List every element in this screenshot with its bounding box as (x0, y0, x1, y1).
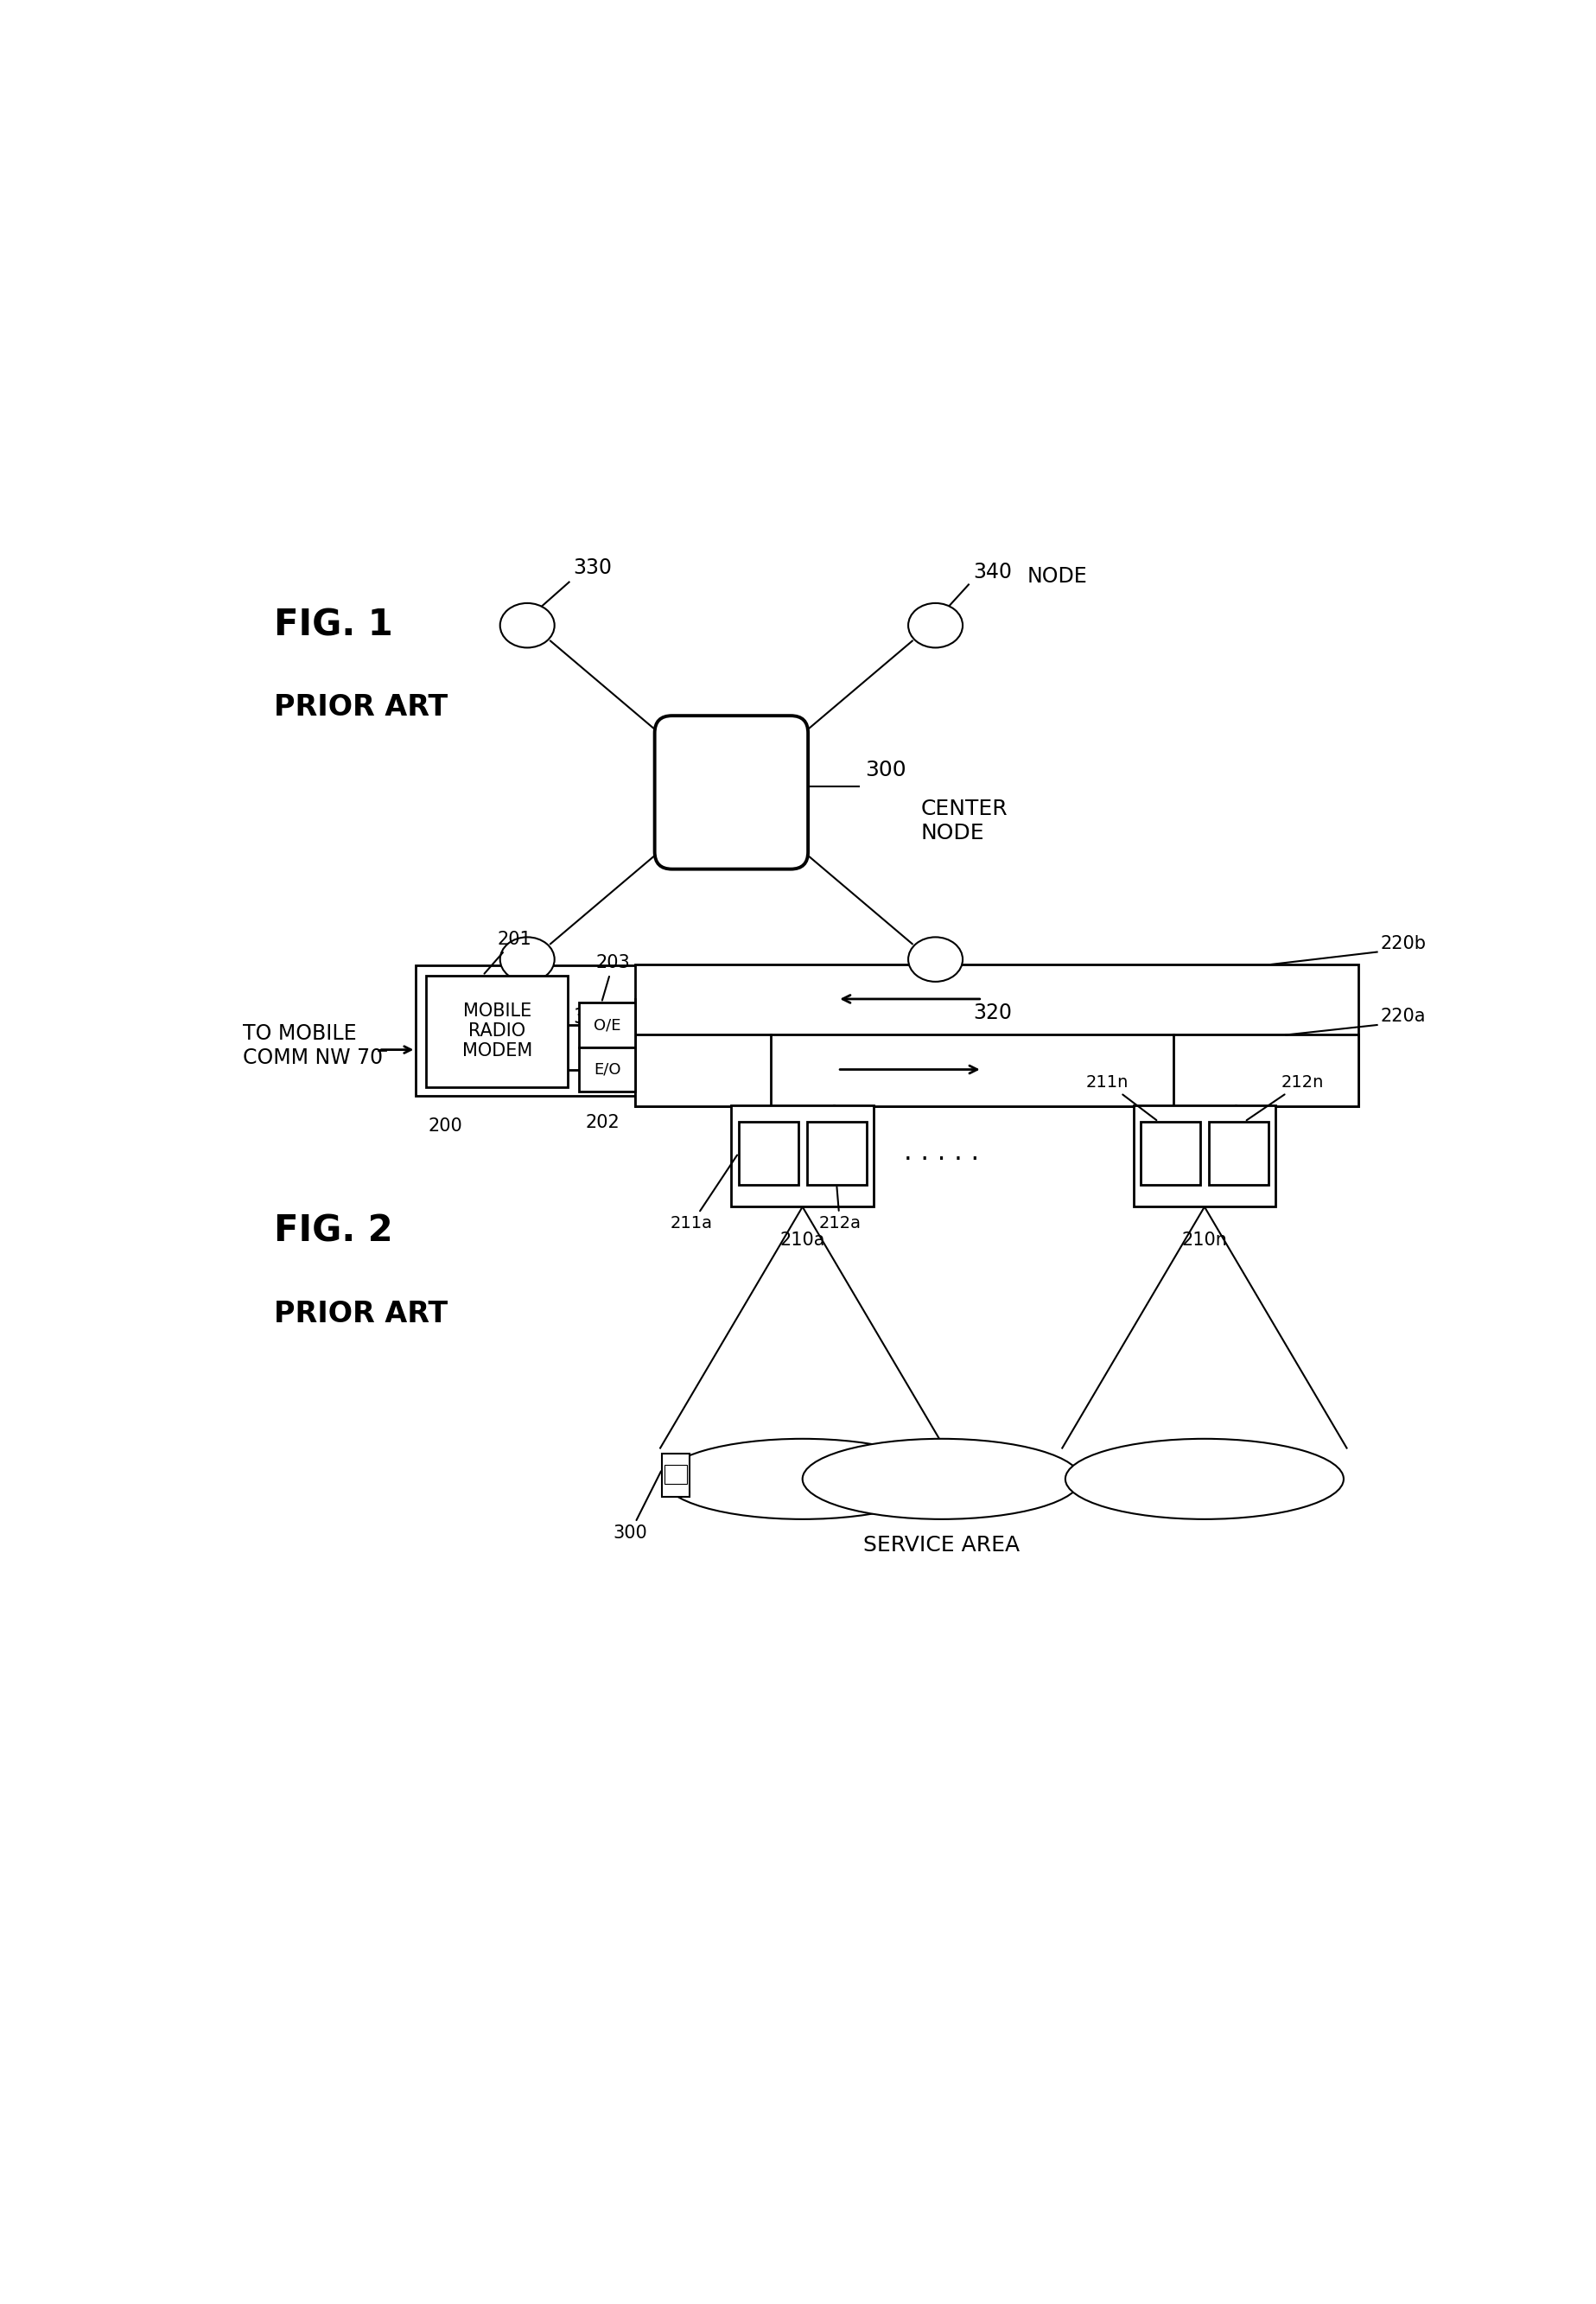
Text: 320: 320 (974, 1002, 1012, 1023)
Ellipse shape (908, 604, 962, 647)
Text: CENTER
NODE: CENTER NODE (921, 799, 1007, 843)
Ellipse shape (1066, 1438, 1344, 1518)
Bar (635, 1034, 1358, 1106)
Text: NODE: NODE (1026, 567, 1087, 588)
Bar (1141, 1122, 1200, 1184)
Bar (579, 1002, 635, 1048)
Text: PRIOR ART: PRIOR ART (275, 694, 447, 721)
Text: 210a: 210a (780, 1233, 825, 1249)
Text: 340: 340 (974, 562, 1012, 583)
Text: 300: 300 (613, 1472, 661, 1541)
Text: · · · · ·: · · · · · (903, 1147, 980, 1173)
Bar (664, 1465, 686, 1484)
Bar (731, 1106, 873, 1207)
Bar (806, 1122, 867, 1184)
Ellipse shape (664, 1438, 942, 1518)
Text: 300: 300 (865, 760, 907, 781)
Text: O/E: O/E (1157, 1145, 1183, 1161)
Text: MOBILE
RADIO
MODEM: MOBILE RADIO MODEM (461, 1002, 531, 1060)
Bar (417, 965, 670, 1094)
Text: O/E: O/E (757, 1145, 780, 1161)
Bar (662, 1454, 689, 1498)
Text: 220a: 220a (1381, 1007, 1427, 1025)
Text: 310: 310 (573, 1007, 611, 1028)
Text: 210n: 210n (1181, 1233, 1227, 1249)
Text: E/O: E/O (824, 1145, 849, 1161)
Bar (635, 965, 1358, 1106)
Bar (739, 1122, 798, 1184)
Ellipse shape (803, 1438, 1080, 1518)
Ellipse shape (908, 938, 962, 982)
Text: 212n: 212n (1246, 1074, 1323, 1120)
Bar (1133, 1106, 1275, 1207)
Text: 330: 330 (573, 558, 611, 578)
Text: 203: 203 (595, 954, 630, 1000)
Text: FIG. 2: FIG. 2 (275, 1212, 393, 1249)
Bar (579, 1048, 635, 1092)
Text: SERVICE AREA: SERVICE AREA (863, 1534, 1020, 1555)
Text: 200: 200 (428, 1117, 463, 1136)
Text: 212a: 212a (819, 1187, 862, 1233)
Text: E/O: E/O (594, 1062, 621, 1078)
Text: 201: 201 (484, 931, 531, 975)
Text: O/E: O/E (594, 1016, 621, 1032)
Text: 202: 202 (586, 1115, 619, 1131)
FancyBboxPatch shape (654, 717, 808, 869)
Text: PRIOR ART: PRIOR ART (275, 1299, 447, 1327)
Text: TO MOBILE
COMM NW 70: TO MOBILE COMM NW 70 (243, 1023, 383, 1069)
Ellipse shape (500, 938, 554, 982)
Text: FIG. 1: FIG. 1 (275, 606, 393, 643)
Text: 220b: 220b (1381, 935, 1427, 952)
Bar (1208, 1122, 1269, 1184)
Ellipse shape (500, 604, 554, 647)
Bar (426, 975, 568, 1087)
Text: E/O: E/O (1226, 1145, 1251, 1161)
Text: 211n: 211n (1085, 1074, 1157, 1120)
Text: 211a: 211a (670, 1154, 737, 1233)
